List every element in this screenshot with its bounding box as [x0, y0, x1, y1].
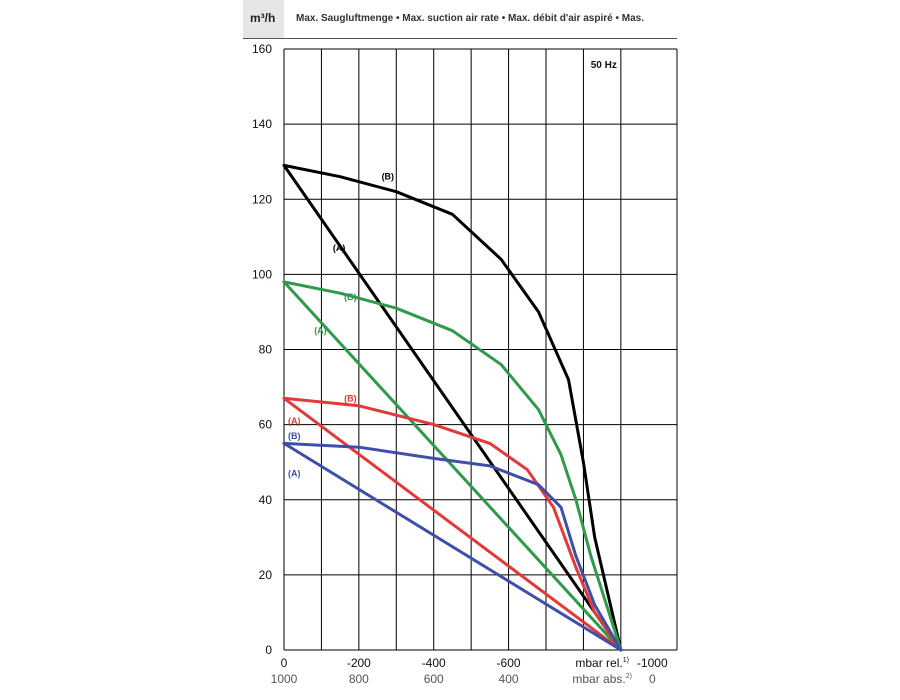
curve-series	[282, 396, 623, 652]
chart-grid	[283, 48, 678, 651]
y-tick-label: 60	[259, 418, 273, 432]
curve-label: (A)	[333, 243, 346, 253]
x-tick-abs: 400	[499, 672, 519, 686]
x-tick-abs: 600	[424, 672, 444, 686]
curve-label: (B)	[344, 292, 357, 302]
y-tick-label: 40	[259, 493, 273, 507]
y-tick-label: 100	[252, 267, 272, 281]
x-tick-abs: 1000	[271, 672, 298, 686]
y-tick-label: 140	[252, 117, 272, 131]
curve-label: (A)	[314, 326, 327, 336]
x-unit-rel-footnote: 1)	[623, 657, 629, 664]
curve-series	[282, 396, 623, 652]
curve-series	[282, 441, 623, 652]
curve-label: (A)	[288, 468, 301, 478]
x-tick-rel: 0	[281, 656, 288, 670]
curve-label: (B)	[344, 393, 357, 403]
x-unit-rel: mbar rel.1)	[575, 656, 629, 670]
y-tick-label: 20	[259, 568, 273, 582]
frequency-annotation: 50 Hz	[591, 60, 617, 71]
x-tick-rel: -1000	[637, 656, 668, 670]
curve-series	[282, 280, 623, 652]
chart-curves	[282, 163, 623, 652]
curve-series	[282, 441, 623, 652]
y-tick-label: 0	[265, 643, 272, 657]
unit-label: m³/h	[250, 11, 276, 25]
x-tick-rel: -400	[422, 656, 446, 670]
curve-labels: (B) (A) (B) (A) (B) (A) (B) (A)	[288, 172, 394, 479]
curve-series	[282, 163, 623, 652]
header-rule	[243, 38, 677, 39]
chart-title: Max. Saugluftmenge • Max. suction air ra…	[296, 13, 644, 24]
x-tick-abs: 800	[349, 672, 369, 686]
x-tick-rel: -600	[497, 656, 521, 670]
x-axis-ticks: 0 -200 -400 -600 -1000 1000 800 600 400 0 mbar rel…	[271, 656, 668, 686]
curve-label: (B)	[382, 172, 395, 182]
curve-series	[282, 280, 623, 652]
curve-label: (B)	[288, 431, 301, 441]
x-unit-abs: mbar abs.2)	[572, 672, 632, 686]
y-tick-label: 80	[259, 343, 273, 357]
curve-series	[282, 163, 623, 652]
unit-box	[243, 0, 284, 38]
x-tick-abs: 0	[649, 672, 656, 686]
x-unit-abs-footnote: 2)	[626, 673, 632, 680]
y-tick-label: 160	[252, 42, 272, 56]
y-tick-label: 120	[252, 192, 272, 206]
curve-label: (A)	[288, 416, 301, 426]
x-tick-rel: -200	[347, 656, 371, 670]
y-axis-ticks: 0 20 40 60 80 100 120 140 160	[252, 42, 272, 657]
